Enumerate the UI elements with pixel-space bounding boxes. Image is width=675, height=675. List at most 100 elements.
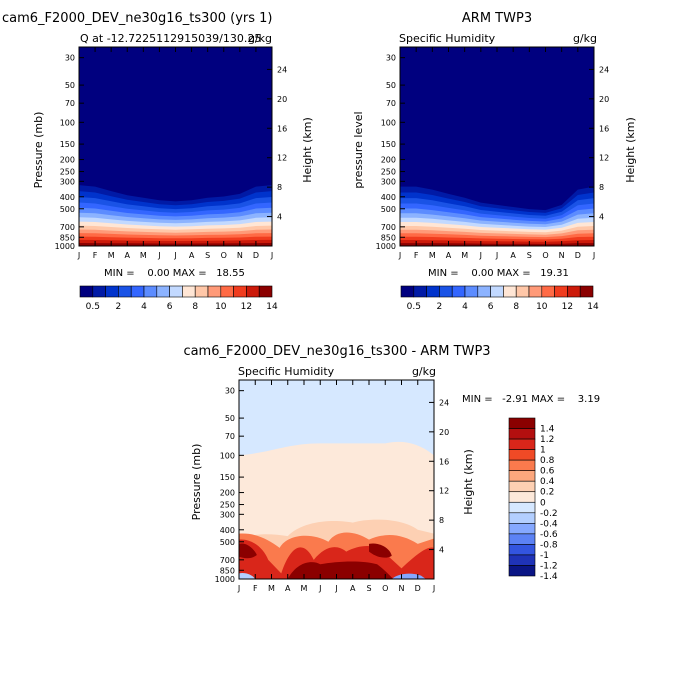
km-tick-label: 16 <box>599 124 609 133</box>
colorbar-swatch <box>220 285 234 298</box>
panel-obs-minmax: MIN = 0.00 MAX = 19.31 <box>428 268 569 279</box>
p-tick-label: 700 <box>60 223 75 232</box>
colorbar-swatch <box>464 285 479 298</box>
p-tick-label: 850 <box>60 233 75 242</box>
colorbar-swatch <box>207 285 222 298</box>
x-tick-label: M <box>429 251 436 260</box>
colorbar-label: 0.4 <box>540 477 555 487</box>
colorbar-swatch <box>508 491 536 503</box>
diff-band-positive-strong <box>239 539 434 579</box>
colorbar-label: 1.2 <box>540 435 554 445</box>
panel-model-units: g/kg <box>248 32 272 45</box>
colorbar-swatch <box>541 285 555 298</box>
colorbar-swatch <box>182 285 196 298</box>
p-tick-label: 70 <box>65 99 75 108</box>
colorbar-label: 0.6 <box>540 467 555 477</box>
x-tick-label: N <box>559 251 565 260</box>
x-tick-label: J <box>157 251 160 260</box>
km-tick-label: 4 <box>439 546 444 555</box>
p-tick-label: 400 <box>220 526 235 535</box>
x-tick-label: A <box>510 251 516 260</box>
colorbar-swatch <box>194 285 209 298</box>
x-tick-label: J <box>479 251 482 260</box>
p-tick-label: 30 <box>225 387 235 396</box>
x-tick-label: J <box>495 251 498 260</box>
p-tick-label: 500 <box>60 205 75 214</box>
panel-diff-colorbar: 1.41.210.80.60.40.20-0.2-0.4-0.6-0.8-1-1… <box>508 417 558 582</box>
colorbar-swatch <box>508 544 536 556</box>
km-tick-label: 8 <box>599 183 604 192</box>
p-tick-label: 400 <box>60 193 75 202</box>
colorbar-label: 14 <box>266 302 278 312</box>
p-tick-label: 150 <box>220 473 235 482</box>
x-tick-label: S <box>527 251 532 260</box>
p-tick-label: 200 <box>220 489 235 498</box>
p-tick-label: 50 <box>225 414 235 423</box>
km-tick-label: 12 <box>439 487 449 496</box>
x-tick-label: S <box>366 584 371 593</box>
x-tick-label: J <box>77 251 80 260</box>
diff-band-positive-max-sep <box>369 543 392 558</box>
panel-diff-title: cam6_F2000_DEV_ne30g16_ts300 - ARM TWP3 <box>183 344 490 359</box>
colorbar-label: 6 <box>488 302 494 312</box>
km-tick-label: 8 <box>439 516 444 525</box>
colorbar-swatch <box>508 438 536 450</box>
x-tick-label: M <box>108 251 115 260</box>
x-tick-label: J <box>318 584 321 593</box>
km-tick-label: 8 <box>277 183 282 192</box>
p-tick-label: 250 <box>60 168 75 177</box>
colorbar-swatch <box>92 285 106 298</box>
colorbar-swatch <box>439 285 453 298</box>
panel-obs-subtitle: Specific Humidity <box>399 32 496 45</box>
colorbar-label: 8 <box>513 302 519 312</box>
panel-model-title: cam6_F2000_DEV_ne30g16_ts300 (yrs 1) <box>2 11 272 26</box>
km-tick-label: 4 <box>599 213 604 222</box>
colorbar-label: -1.4 <box>540 572 558 582</box>
colorbar-label: 0.5 <box>407 302 421 312</box>
panel-diff-units: g/kg <box>412 365 436 378</box>
p-tick-label: 30 <box>386 54 396 63</box>
panel-obs-ylabel: pressure level <box>352 111 365 188</box>
p-tick-label: 300 <box>220 510 235 519</box>
colorbar-label: -1.2 <box>540 561 558 571</box>
colorbar-swatch <box>130 285 145 298</box>
colorbar-label: 0.5 <box>86 302 100 312</box>
colorbar-label: 0 <box>540 498 546 508</box>
panel-obs-plot: J F M A M J J A S O N D J305070100150200250300400500… <box>376 46 609 260</box>
x-tick-label: A <box>350 584 356 593</box>
x-tick-label: D <box>415 584 421 593</box>
x-tick-label: A <box>446 251 452 260</box>
colorbar-label: 14 <box>587 302 599 312</box>
colorbar-label: -0.2 <box>540 509 558 519</box>
colorbar-swatch <box>490 285 504 298</box>
colorbar-label: 4 <box>141 302 147 312</box>
x-tick-label: J <box>398 251 401 260</box>
colorbar-label: 4 <box>462 302 468 312</box>
p-tick-label: 200 <box>60 156 75 165</box>
x-tick-label: J <box>270 251 273 260</box>
x-tick-label: S <box>205 251 210 260</box>
x-tick-label: J <box>237 584 240 593</box>
panel-obs-ylabel-right: Height (km) <box>624 117 637 183</box>
km-tick-label: 16 <box>439 457 449 466</box>
diff-band-positive-max <box>287 561 394 579</box>
colorbar-label: -1 <box>540 551 549 561</box>
p-tick-label: 200 <box>381 156 396 165</box>
colorbar-swatch <box>400 285 415 298</box>
colorbar-label: 12 <box>562 302 573 312</box>
p-tick-label: 1000 <box>215 575 235 584</box>
colorbar-swatch <box>451 285 466 298</box>
colorbar-label: -0.6 <box>540 530 558 540</box>
panel-model-ylabel-right: Height (km) <box>301 117 314 183</box>
colorbar-swatch <box>508 417 536 429</box>
km-tick-label: 20 <box>277 95 287 104</box>
p-tick-label: 300 <box>381 177 396 186</box>
colorbar-label: -0.8 <box>540 540 558 550</box>
colorbar-label: 12 <box>241 302 252 312</box>
x-tick-label: F <box>253 584 258 593</box>
km-tick-label: 24 <box>439 398 449 407</box>
x-tick-label: D <box>253 251 259 260</box>
colorbar-swatch <box>233 285 247 298</box>
p-tick-label: 100 <box>381 118 396 127</box>
